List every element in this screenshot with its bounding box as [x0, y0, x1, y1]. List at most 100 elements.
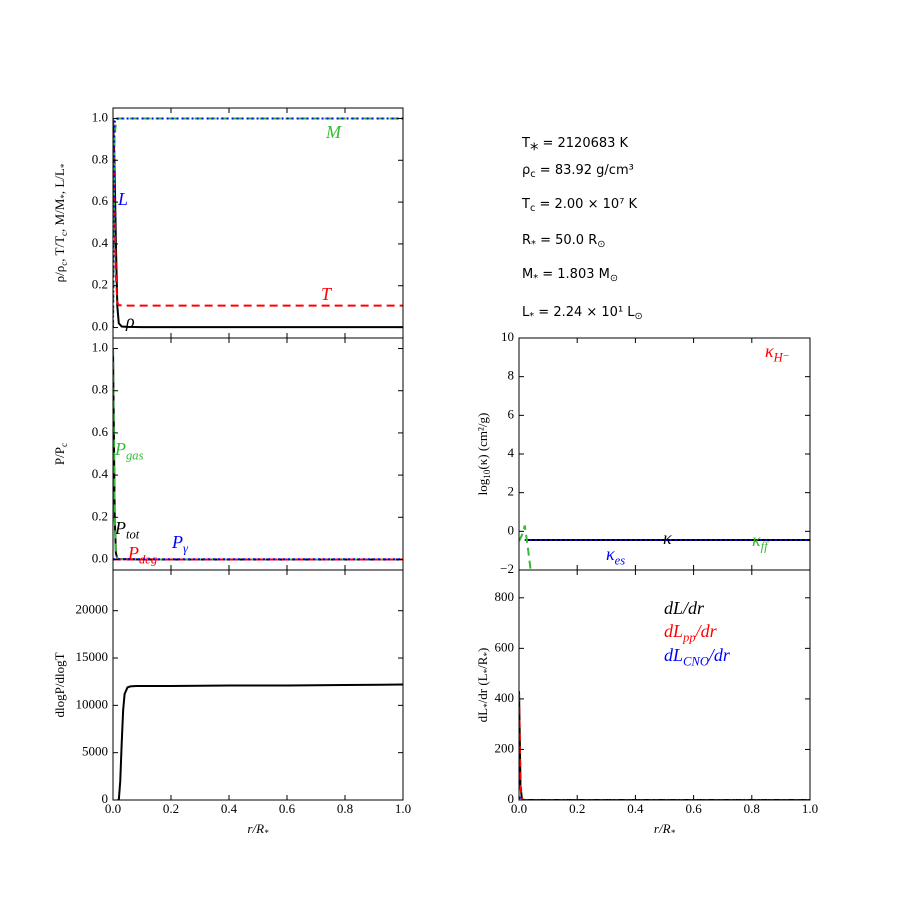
- data-line: [117, 683, 403, 800]
- x-tick-label: 0.0: [511, 801, 527, 816]
- y-axis-label: P/Pc: [52, 443, 69, 465]
- text-part: /dr: [695, 621, 718, 641]
- data-line: [113, 117, 403, 328]
- axes-frame: [112, 569, 404, 801]
- y-tick-label: 0: [508, 791, 515, 806]
- text-part: /R: [475, 656, 490, 669]
- y-tick-label: 0.0: [92, 550, 108, 565]
- info-line: R* = 50.0 R⊙: [522, 233, 605, 251]
- text-part: , T/T: [52, 236, 67, 262]
- data-line: [113, 348, 403, 561]
- series-label: M: [325, 122, 342, 142]
- x-tick-label: 0.2: [569, 801, 585, 816]
- series-label: κ: [663, 528, 672, 548]
- text-part: ρ: [522, 163, 530, 178]
- data-line: [113, 348, 403, 561]
- subscript: ff: [761, 539, 769, 553]
- y-tick-label: 0.8: [92, 382, 108, 397]
- series-label: κH⁻: [765, 341, 789, 364]
- y-tick-label: 600: [495, 639, 515, 654]
- series-label: T: [321, 284, 333, 304]
- y-tick-label: 0.4: [92, 466, 109, 481]
- y-tick-label: 0.6: [92, 424, 109, 439]
- subscript: ⊙: [610, 273, 618, 284]
- y-tick-label: 20000: [76, 602, 109, 617]
- data-line: [113, 118, 403, 329]
- subscript: gas: [126, 448, 144, 462]
- x-tick-label: 0.8: [744, 801, 760, 816]
- y-tick-label: 0.2: [92, 508, 108, 523]
- y-tick-label: 8: [508, 368, 515, 383]
- y-tick-label: 0.6: [92, 193, 109, 208]
- series-label: Ptot: [114, 518, 140, 541]
- series-label: L: [117, 189, 128, 209]
- subscript: *: [482, 668, 492, 673]
- text-part: r/R: [654, 821, 671, 836]
- x-tick-label: 0.8: [337, 801, 353, 816]
- info-line: M* = 1.803 M⊙: [522, 267, 618, 285]
- y-tick-label: 0.4: [92, 235, 109, 250]
- subscript: *: [59, 163, 69, 168]
- text-part: r/R: [247, 821, 264, 836]
- text-part: /dr: [708, 645, 731, 665]
- series-label: κff: [752, 530, 769, 553]
- text-part: ρ/ρ: [52, 266, 67, 283]
- subscript: *: [59, 194, 69, 199]
- text-part: = 2.24 × 10¹ L: [534, 305, 635, 320]
- series-label: Pgas: [114, 439, 144, 462]
- x-axis-label: r/R*: [247, 821, 269, 838]
- text-part: dlogP/dlogT: [52, 652, 67, 717]
- subscript: ⊙: [597, 239, 605, 250]
- series-label: Pγ: [171, 532, 189, 555]
- x-tick-label: 1.0: [802, 801, 818, 816]
- axes-frame: [112, 107, 404, 339]
- subscript: c: [530, 169, 535, 180]
- text-part: M: [522, 267, 533, 282]
- y-axis-label: log10(κ) (cm²/g): [475, 413, 492, 496]
- subscript: c: [59, 443, 69, 447]
- y-tick-label: 0.0: [92, 319, 108, 334]
- y-tick-label: 0: [102, 791, 109, 806]
- text-part: = 1.803 M: [538, 267, 610, 282]
- subscript: *: [482, 652, 492, 657]
- subscript: H⁻: [773, 350, 790, 364]
- y-axis-label: ρ/ρc, T/Tc, M/M*, L/L*: [52, 163, 69, 282]
- text-part: P: [127, 543, 139, 563]
- x-tick-label: 0.2: [163, 801, 179, 816]
- y-tick-label: 1.0: [92, 109, 108, 124]
- subscript: c: [59, 232, 69, 236]
- text-part: = 50.0 R: [536, 233, 597, 248]
- series-label: Pdeg: [127, 543, 157, 566]
- x-tick-label: 0.0: [105, 801, 121, 816]
- subscript: pp: [682, 630, 696, 644]
- text-part: = 2120683 K: [538, 136, 628, 151]
- text-part: dL: [664, 621, 683, 641]
- text-part: R: [522, 233, 531, 248]
- info-line: T* = 2120683 K: [521, 136, 629, 160]
- subscript: c: [530, 203, 535, 214]
- text-part: dL: [664, 645, 683, 665]
- text-part: dL/dr: [664, 598, 705, 618]
- y-tick-label: 6: [508, 406, 515, 421]
- x-tick-label: 0.4: [221, 801, 238, 816]
- y-tick-label: 4: [508, 445, 515, 460]
- x-axis-label: r/R*: [654, 821, 676, 838]
- y-tick-label: −2: [500, 561, 514, 576]
- info-line: Tc = 2.00 × 10⁷ K: [521, 197, 637, 215]
- subscript: CNO: [683, 654, 709, 668]
- subscript: c: [59, 262, 69, 266]
- text-part: log: [475, 478, 490, 495]
- y-axis-label: dL*/dr (L*/R*): [475, 648, 492, 723]
- y-axis-label: dlogP/dlogT: [52, 652, 67, 717]
- text-part: P: [114, 518, 126, 538]
- y-tick-label: 400: [495, 690, 515, 705]
- text-part: = 2.00 × 10⁷ K: [535, 197, 637, 212]
- axes-frame: [518, 569, 811, 801]
- data-line: [519, 691, 810, 800]
- subscript: tot: [126, 527, 140, 541]
- y-tick-label: 10: [501, 329, 514, 344]
- subscript: 10: [482, 469, 492, 479]
- text-part: T: [321, 284, 333, 304]
- data-line: [113, 117, 403, 328]
